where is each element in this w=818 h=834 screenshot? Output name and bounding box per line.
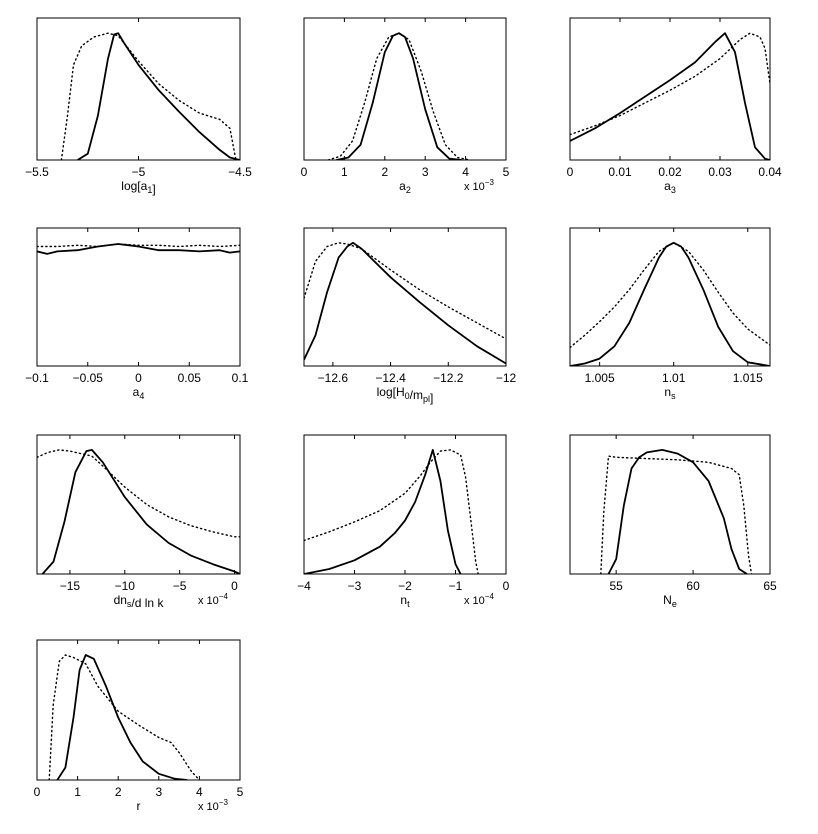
subplot-4-frame bbox=[36, 227, 241, 367]
x-axis-label: ns bbox=[664, 385, 676, 401]
x-tick-label: 5 bbox=[237, 785, 244, 799]
x-tick-label: −4 bbox=[297, 579, 311, 593]
subplot-2-curve-solid bbox=[336, 32, 462, 160]
x-tick-label: 0 bbox=[34, 785, 41, 799]
x-tick-label: 0.01 bbox=[608, 165, 632, 179]
x-tick-label: −5 bbox=[132, 165, 146, 179]
subplot-3-curve-solid bbox=[570, 32, 770, 160]
subplot-4-curve-dotted bbox=[37, 243, 240, 248]
x-tick-label: 0 bbox=[503, 579, 510, 593]
x-tick-label: −10 bbox=[115, 579, 136, 593]
subplot-2: 0 1 2 3 4 5 a2 x 10−3 bbox=[301, 17, 510, 195]
x-tick-label: 0 bbox=[567, 165, 574, 179]
x-scale-factor: x 10−4 bbox=[198, 592, 228, 607]
subplot-1-curve-solid bbox=[77, 32, 240, 160]
x-tick-label: 0.02 bbox=[658, 165, 682, 179]
subplot-3-curve-dotted bbox=[570, 32, 770, 136]
subplot-8: −4 −3 −2 −1 0 nt x 10−4 bbox=[297, 434, 510, 609]
x-tick-label: 60 bbox=[686, 579, 700, 593]
x-tick-label: −5 bbox=[173, 579, 187, 593]
x-scale-factor: x 10−3 bbox=[464, 178, 494, 193]
x-tick-label: 1.015 bbox=[733, 371, 763, 385]
subplot-6-frame bbox=[569, 227, 771, 367]
x-tick-label: 65 bbox=[763, 579, 777, 593]
subplot-1-frame bbox=[36, 17, 241, 161]
x-scale-factor: x 10−4 bbox=[464, 592, 494, 607]
x-tick-label: −12 bbox=[496, 371, 517, 385]
x-axis-label: a3 bbox=[664, 179, 676, 195]
subplot-7-frame bbox=[36, 434, 241, 575]
x-tick-label: −1 bbox=[449, 579, 463, 593]
x-scale-factor: x 10−3 bbox=[198, 798, 228, 813]
subplot-8-curve-solid bbox=[304, 449, 462, 574]
subplot-6-curve-solid bbox=[570, 241, 770, 366]
subplot-10-curve-dotted bbox=[48, 654, 201, 780]
x-tick-label: 0 bbox=[301, 165, 308, 179]
x-tick-label: 0 bbox=[231, 579, 238, 593]
subplot-1-curve-dotted bbox=[60, 32, 237, 160]
subplot-6: 1.005 1.01 1.015 ns bbox=[569, 227, 771, 401]
x-tick-label: −3 bbox=[348, 579, 362, 593]
subplot-2-curve-dotted bbox=[327, 32, 471, 160]
x-axis-label: r bbox=[137, 799, 141, 813]
x-axis-label: dns/d ln k bbox=[114, 593, 165, 610]
subplot-9-curve-dotted bbox=[600, 455, 753, 574]
x-tick-label: −12.4 bbox=[375, 371, 406, 385]
x-axis-label: Ne bbox=[663, 593, 677, 609]
x-tick-label: −12.2 bbox=[433, 371, 464, 385]
subplot-3-frame bbox=[569, 17, 771, 161]
x-tick-label: 0.05 bbox=[178, 371, 202, 385]
x-tick-label: −5.5 bbox=[25, 165, 49, 179]
x-tick-label: 2 bbox=[381, 165, 388, 179]
x-tick-label: 1.005 bbox=[585, 371, 615, 385]
subplot-4: −0.1 −0.05 0 0.05 0.1 a4 bbox=[25, 227, 249, 401]
subplot-10-frame bbox=[36, 639, 241, 781]
x-axis-label: a4 bbox=[133, 385, 145, 401]
x-tick-label: 2 bbox=[115, 785, 122, 799]
subplot-9: 55 60 65 Ne bbox=[569, 434, 777, 609]
subplot-4-curve-solid bbox=[37, 243, 240, 255]
subplot-5-curve-dotted bbox=[304, 242, 506, 340]
x-axis-label: a2 bbox=[399, 179, 411, 195]
x-tick-label: −4.5 bbox=[228, 165, 252, 179]
x-tick-label: 0.04 bbox=[758, 165, 782, 179]
subplot-3: 0 0.01 0.02 0.03 0.04 a3 bbox=[567, 17, 782, 195]
x-tick-label: 1 bbox=[341, 165, 348, 179]
subplot-10-curve-solid bbox=[56, 654, 188, 780]
x-tick-label: −0.1 bbox=[25, 371, 49, 385]
subplot-5-curve-solid bbox=[304, 241, 506, 365]
x-tick-label: −12.6 bbox=[318, 371, 349, 385]
x-tick-label: 1 bbox=[74, 785, 81, 799]
subplot-8-frame bbox=[303, 434, 507, 575]
x-tick-label: 0.03 bbox=[708, 165, 732, 179]
x-tick-label: 55 bbox=[609, 579, 623, 593]
x-tick-label: −0.05 bbox=[73, 371, 104, 385]
x-axis-label: log[a1] bbox=[121, 179, 155, 196]
subplot-8-curve-dotted bbox=[304, 449, 479, 574]
x-tick-label: 4 bbox=[196, 785, 203, 799]
x-tick-label: 3 bbox=[422, 165, 429, 179]
subplot-1: −5.5 −5 −4.5 log[a1] bbox=[25, 17, 252, 196]
subplot-2-frame bbox=[303, 17, 507, 161]
x-tick-label: −2 bbox=[398, 579, 412, 593]
subplot-10: 0 1 2 3 4 5 r x 10−3 bbox=[34, 639, 244, 813]
x-tick-label: 5 bbox=[503, 165, 510, 179]
x-tick-label: 1.01 bbox=[662, 371, 686, 385]
x-tick-label: 0.1 bbox=[232, 371, 249, 385]
subplot-7-curve-solid bbox=[41, 449, 240, 574]
subplot-5: −12.6 −12.4 −12.2 −12 log[H0/mpl] bbox=[303, 227, 517, 405]
subplot-5-frame bbox=[303, 227, 507, 367]
x-axis-label: log[H0/mpl] bbox=[377, 385, 434, 405]
x-axis-label: nt bbox=[400, 593, 410, 609]
x-tick-label: 4 bbox=[462, 165, 469, 179]
subplot-9-frame bbox=[569, 434, 771, 575]
subplot-6-curve-dotted bbox=[570, 241, 770, 349]
x-tick-label: 0 bbox=[135, 371, 142, 385]
subplot-7: −15 −10 −5 0 dns/d ln k x 10−4 bbox=[36, 434, 241, 610]
subplot-7-curve-dotted bbox=[37, 449, 240, 538]
x-tick-label: −15 bbox=[60, 579, 81, 593]
x-tick-label: 3 bbox=[155, 785, 162, 799]
subplot-9-curve-solid bbox=[607, 449, 748, 574]
